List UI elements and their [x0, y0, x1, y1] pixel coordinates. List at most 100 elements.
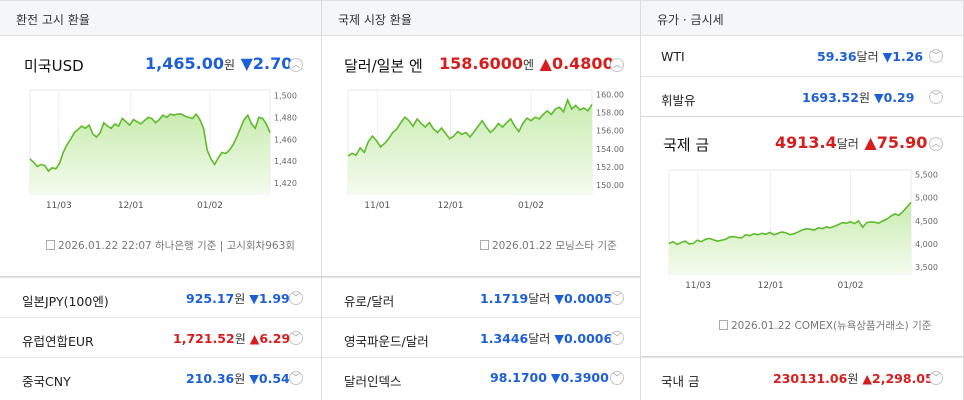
area-fill	[669, 202, 911, 274]
y-tick-label: 1,480	[274, 113, 297, 122]
y-tick-label: 160.00	[596, 91, 624, 100]
source-note: 2026.01.22 모닝스타 기준	[480, 238, 617, 253]
list-item[interactable]: 유럽연합EUR 1,721.52원 ▲6.29 ﹀	[0, 317, 321, 357]
series-line	[347, 97, 593, 157]
area-fill	[30, 114, 270, 194]
change-up-icon: ▲	[862, 371, 872, 386]
value: 158.6000	[439, 54, 524, 73]
change-down-icon: ▼	[550, 370, 561, 385]
y-tick-label: 4,500	[915, 217, 938, 226]
list-item[interactable]: 일본JPY(100엔) 925.17원 ▼1.99 ﹀	[0, 277, 321, 317]
change-value: 2.70	[252, 54, 293, 73]
divider	[322, 276, 640, 277]
list-item[interactable]: 국내 금 230131.06원 ▲2,298.05 ﹀	[641, 357, 963, 397]
document-icon	[46, 240, 55, 250]
y-tick-label: 5,000	[915, 194, 938, 203]
expand-chevron-icon[interactable]: ﹀	[610, 331, 624, 345]
change-up-icon: ▲	[864, 133, 877, 152]
change-value: 75.90	[876, 133, 928, 152]
panel-header: 국제 시장 환율	[322, 0, 640, 36]
x-tick-label: 12/01	[118, 201, 144, 211]
panel-header: 환전 고시 환율	[0, 0, 321, 36]
list-item[interactable]: 영국파운드/달러 1.3446달러 ▼0.0006 ﹀	[322, 317, 640, 357]
collapse-chevron-icon[interactable]: ︿	[289, 58, 303, 72]
list-item[interactable]: WTI 59.36달러 ▼1.26 ﹀	[641, 36, 963, 76]
y-tick-label: 4,000	[915, 240, 938, 249]
y-tick-label: 152.00	[596, 163, 624, 172]
change-down-icon: ▼	[873, 90, 884, 105]
y-tick-label: 5,500	[915, 171, 938, 180]
x-tick-label: 11/03	[685, 281, 711, 291]
main-currency-value: 158.6000엔 ▲0.4800	[439, 54, 614, 73]
x-tick-label: 12/01	[758, 281, 784, 291]
expand-chevron-icon[interactable]: ﹀	[610, 371, 624, 385]
change-down-icon: ▼	[554, 291, 564, 306]
change-down-icon: ▼	[240, 54, 253, 73]
change-down-icon: ▼	[882, 49, 893, 64]
exchange-rate-panel: 환전 고시 환율 미국USD 1,465.00원 ▼2.70 ︿ 11/03 12…	[0, 0, 322, 400]
expand-chevron-icon[interactable]: ﹀	[289, 371, 303, 385]
chart-svg: 11/03 12/01 01/02 1,420 1,440 1,460 1,480 1,500	[29, 89, 297, 211]
collapse-chevron-icon[interactable]: ︿	[610, 58, 624, 72]
y-tick-label: 150.00	[596, 181, 624, 190]
main-commodity-title[interactable]: 국제 금	[663, 136, 710, 154]
expand-chevron-icon[interactable]: ﹀	[929, 49, 943, 63]
y-tick-label: 156.00	[596, 127, 624, 136]
y-tick-label: 3,500	[915, 263, 938, 272]
unit: 원	[223, 58, 235, 72]
document-icon	[719, 320, 728, 330]
main-currency-title[interactable]: 달러/일본 엔	[344, 57, 423, 75]
source-note: 2026.01.22 22:07 하나은행 기준 | 고시회차963회	[46, 238, 295, 253]
source-note: 2026.01.22 COMEX(뉴욕상품거래소) 기준	[719, 318, 931, 333]
series-line	[29, 112, 271, 173]
value: 1,465.00	[145, 54, 224, 73]
usd-jpy-chart: 11/01 12/01 01/02 150.00 152.00 154.00 156.00 1…	[340, 82, 630, 226]
main-commodity-value: 4913.4달러 ▲75.90	[775, 133, 927, 152]
collapse-chevron-icon[interactable]: ︿	[929, 137, 943, 151]
list-item[interactable]: 유로/달러 1.1719달러 ▼0.0005 ﹀	[322, 277, 640, 317]
gold-chart: 11/03 12/01 01/02 3,500 4,000 4,500 5,000 5,500	[659, 162, 954, 306]
x-tick-label: 12/01	[438, 201, 464, 211]
change-up-icon: ▲	[539, 54, 552, 73]
main-currency-title[interactable]: 미국USD	[24, 57, 84, 75]
change-down-icon: ▼	[249, 291, 259, 306]
series-line	[668, 201, 912, 246]
expand-chevron-icon[interactable]: ﹀	[610, 291, 624, 305]
x-tick-label: 11/01	[364, 201, 390, 211]
divider	[0, 276, 321, 277]
usd-chart: 11/03 12/01 01/02 1,420 1,440 1,460 1,480 1,500	[18, 82, 308, 226]
list-item[interactable]: 중국CNY 210.36원 ▼0.54 ﹀	[0, 357, 321, 397]
oil-gold-panel: 유가 · 금시세 WTI 59.36달러 ▼1.26 ﹀ 휘발유 1693.52…	[641, 0, 964, 400]
unit: 달러	[836, 137, 859, 151]
y-tick-label: 154.00	[596, 145, 624, 154]
y-tick-label: 1,440	[274, 157, 297, 166]
x-tick-label: 11/03	[46, 201, 72, 211]
chart-svg: 11/01 12/01 01/02 150.00 152.00 154.00 156.00 1…	[347, 89, 624, 211]
y-tick-label: 158.00	[596, 109, 624, 118]
change-up-icon: ▲	[249, 331, 260, 346]
expand-chevron-icon[interactable]: ﹀	[929, 371, 943, 385]
list-item[interactable]: 달러인덱스 98.1700 ▼0.3900 ﹀	[322, 357, 640, 397]
value: 4913.4	[775, 133, 837, 152]
y-tick-label: 1,420	[274, 179, 297, 188]
list-item[interactable]: 휘발유 1693.52원 ▼0.29 ﹀	[641, 76, 963, 116]
intl-market-panel: 국제 시장 환율 달러/일본 엔 158.6000엔 ▲0.4800 ︿ 11/…	[322, 0, 641, 400]
x-tick-label: 01/02	[838, 281, 864, 291]
change-value: 0.4800	[551, 54, 614, 73]
expand-chevron-icon[interactable]: ﹀	[289, 291, 303, 305]
area-fill	[348, 99, 592, 194]
expand-chevron-icon[interactable]: ﹀	[929, 90, 943, 104]
x-tick-label: 01/02	[197, 201, 223, 211]
change-down-icon: ▼	[249, 371, 259, 386]
divider	[641, 356, 963, 357]
main-currency-value: 1,465.00원 ▼2.70	[145, 54, 292, 73]
change-down-icon: ▼	[554, 331, 564, 346]
panel-header: 유가 · 금시세	[641, 0, 963, 36]
document-icon	[480, 240, 489, 250]
y-tick-label: 1,460	[274, 135, 297, 144]
unit: 엔	[523, 58, 535, 72]
divider	[641, 116, 963, 117]
expand-chevron-icon[interactable]: ﹀	[289, 331, 303, 345]
x-tick-label: 01/02	[518, 201, 544, 211]
chart-svg: 11/03 12/01 01/02 3,500 4,000 4,500 5,000 5,500	[668, 169, 938, 291]
